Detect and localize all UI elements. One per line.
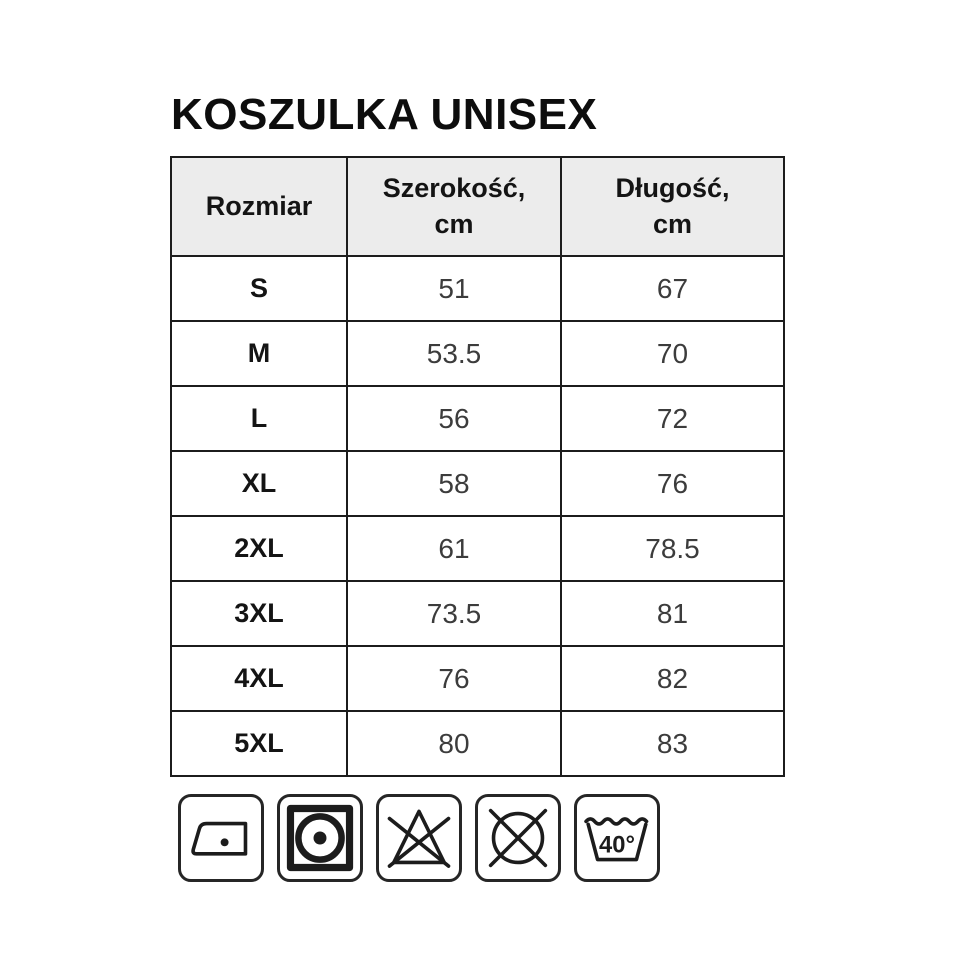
header-label: Szerokość, [382, 173, 526, 204]
do-not-dry-clean-icon [475, 794, 561, 882]
table-row: M 53.5 70 [170, 320, 785, 387]
table-row: L 56 72 [170, 385, 785, 452]
header-unit: cm [652, 208, 693, 239]
table-row: 3XL 73.5 81 [170, 580, 785, 647]
length-cell: 70 [560, 320, 785, 387]
table-row: 4XL 76 82 [170, 645, 785, 712]
width-cell: 61 [346, 515, 562, 582]
header-dlugosc: Długość, cm [560, 156, 785, 257]
size-cell: 2XL [170, 515, 348, 582]
width-cell: 76 [346, 645, 562, 712]
width-cell: 80 [346, 710, 562, 777]
length-cell: 72 [560, 385, 785, 452]
length-cell: 78.5 [560, 515, 785, 582]
size-cell: 4XL [170, 645, 348, 712]
header-rozmiar: Rozmiar [170, 156, 348, 257]
tumble-dry-low-icon [277, 794, 363, 882]
header-label: Rozmiar [205, 190, 313, 221]
wash-temp-label: 40° [599, 831, 635, 858]
table-row: XL 58 76 [170, 450, 785, 517]
length-cell: 67 [560, 255, 785, 322]
table-row: 5XL 80 83 [170, 710, 785, 777]
length-cell: 76 [560, 450, 785, 517]
length-cell: 81 [560, 580, 785, 647]
care-icons-row: 40° [178, 794, 660, 882]
size-cell: 3XL [170, 580, 348, 647]
header-szerokosc: Szerokość, cm [346, 156, 562, 257]
do-not-bleach-icon [376, 794, 462, 882]
width-cell: 51 [346, 255, 562, 322]
page-title: KOSZULKA UNISEX [171, 90, 598, 139]
size-cell: M [170, 320, 348, 387]
iron-low-icon [178, 794, 264, 882]
size-cell: XL [170, 450, 348, 517]
size-table: Rozmiar Szerokość, cm Długość, cm S 51 6… [170, 156, 785, 777]
table-row: S 51 67 [170, 255, 785, 322]
length-cell: 83 [560, 710, 785, 777]
width-cell: 56 [346, 385, 562, 452]
table-header-row: Rozmiar Szerokość, cm Długość, cm [170, 156, 785, 257]
size-cell: L [170, 385, 348, 452]
table-row: 2XL 61 78.5 [170, 515, 785, 582]
width-cell: 73.5 [346, 580, 562, 647]
width-cell: 53.5 [346, 320, 562, 387]
width-cell: 58 [346, 450, 562, 517]
header-label: Długość, [615, 173, 730, 204]
header-unit: cm [434, 208, 474, 239]
wash-40-icon: 40° [574, 794, 660, 882]
length-cell: 82 [560, 645, 785, 712]
size-cell: S [170, 255, 348, 322]
size-cell: 5XL [170, 710, 348, 777]
